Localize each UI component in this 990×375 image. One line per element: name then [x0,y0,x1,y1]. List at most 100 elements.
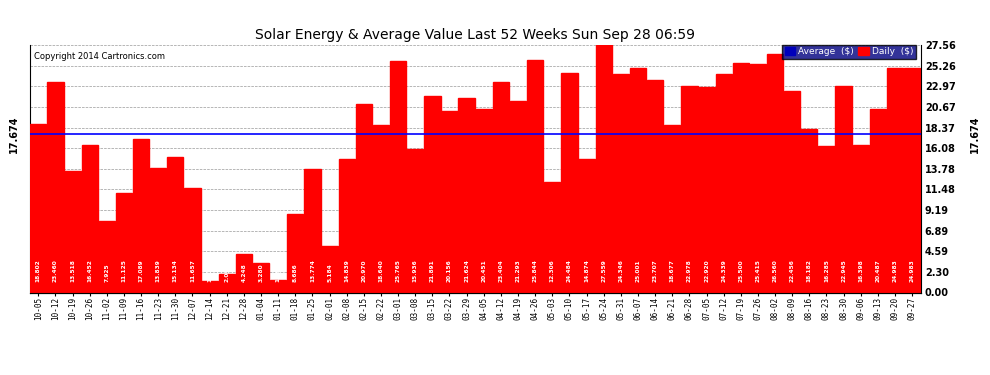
Bar [270,280,286,292]
Bar [664,125,680,292]
Text: 1.236: 1.236 [207,263,212,282]
Bar [493,82,509,292]
Text: 7.925: 7.925 [104,263,109,282]
Bar [442,111,457,292]
Bar [167,157,183,292]
Bar [133,139,149,292]
Text: 18.182: 18.182 [807,259,812,282]
Bar [287,214,303,292]
Bar [613,74,629,292]
Bar [252,263,269,292]
Bar [819,146,835,292]
Bar [30,124,47,292]
Bar [390,61,406,292]
Bar [116,193,132,292]
Bar [202,281,218,292]
Bar [578,159,595,292]
Bar [767,54,783,292]
Text: 21.624: 21.624 [464,259,469,282]
Bar [561,73,577,292]
Bar [339,159,354,292]
Text: 27.559: 27.559 [601,259,606,282]
Bar [322,246,338,292]
Text: 23.404: 23.404 [498,259,503,282]
Bar [475,109,492,292]
Bar [425,96,441,292]
Text: 16.452: 16.452 [87,259,92,282]
Bar [355,104,372,292]
Bar [64,171,80,292]
Bar [852,145,869,292]
Text: 26.560: 26.560 [772,259,777,282]
Text: 17.089: 17.089 [139,259,144,282]
Text: 22.978: 22.978 [687,259,692,282]
Text: 13.518: 13.518 [70,259,75,282]
Text: 25.765: 25.765 [396,259,401,282]
Bar [407,149,424,292]
Bar [373,125,389,292]
Text: 24.983: 24.983 [893,259,898,282]
Bar [596,45,612,292]
Bar [681,86,698,292]
Bar [184,188,201,292]
Text: 25.415: 25.415 [755,259,760,282]
Text: 22.456: 22.456 [790,259,795,282]
Bar [630,68,646,292]
Text: Copyright 2014 Cartronics.com: Copyright 2014 Cartronics.com [34,53,165,62]
Text: 12.306: 12.306 [549,259,554,282]
Bar [698,87,715,292]
Text: 15.134: 15.134 [173,259,178,282]
Bar [150,168,166,292]
Bar [544,182,560,292]
Bar [527,60,544,292]
Text: 5.184: 5.184 [327,263,332,282]
Text: 18.640: 18.640 [378,259,383,282]
Text: 14.874: 14.874 [584,259,589,282]
Text: 22.945: 22.945 [842,259,846,282]
Text: 16.285: 16.285 [824,259,829,282]
Text: 25.001: 25.001 [636,259,641,282]
Bar [870,108,886,292]
Text: 23.707: 23.707 [652,259,657,282]
Text: 20.451: 20.451 [481,259,486,282]
Bar [99,221,115,292]
Text: 20.970: 20.970 [361,259,366,282]
Text: 20.156: 20.156 [447,259,452,282]
Text: 24.346: 24.346 [619,259,624,282]
Bar [81,145,98,292]
Bar [749,64,766,292]
Text: 24.983: 24.983 [910,259,915,282]
Bar [458,98,475,292]
Text: 25.500: 25.500 [739,259,743,282]
Text: 22.920: 22.920 [704,259,709,282]
Bar [304,169,321,292]
Text: 24.339: 24.339 [721,259,726,282]
Text: 17.674: 17.674 [9,115,19,153]
Text: 24.484: 24.484 [567,259,572,282]
Text: 21.293: 21.293 [516,259,521,282]
Text: 1.392: 1.392 [275,263,280,282]
Bar [836,87,851,292]
Text: 21.891: 21.891 [430,259,435,282]
Bar [904,68,921,292]
Text: 16.398: 16.398 [858,259,863,282]
Legend: Average  ($), Daily  ($): Average ($), Daily ($) [782,45,916,59]
Text: 23.460: 23.460 [52,259,57,282]
Bar [784,91,800,292]
Text: 14.839: 14.839 [345,259,349,282]
Bar [48,82,63,292]
Bar [801,129,818,292]
Text: 13.774: 13.774 [310,259,315,282]
Bar [733,63,748,292]
Text: 15.936: 15.936 [413,259,418,282]
Bar [236,254,252,292]
Bar [510,101,526,292]
Text: 8.686: 8.686 [293,263,298,282]
Text: 25.844: 25.844 [533,259,538,282]
Bar [887,68,903,292]
Text: 13.839: 13.839 [155,259,160,282]
Text: 4.248: 4.248 [242,263,247,282]
Text: 2.043: 2.043 [225,263,230,282]
Text: 11.657: 11.657 [190,259,195,282]
Text: 11.125: 11.125 [122,259,127,282]
